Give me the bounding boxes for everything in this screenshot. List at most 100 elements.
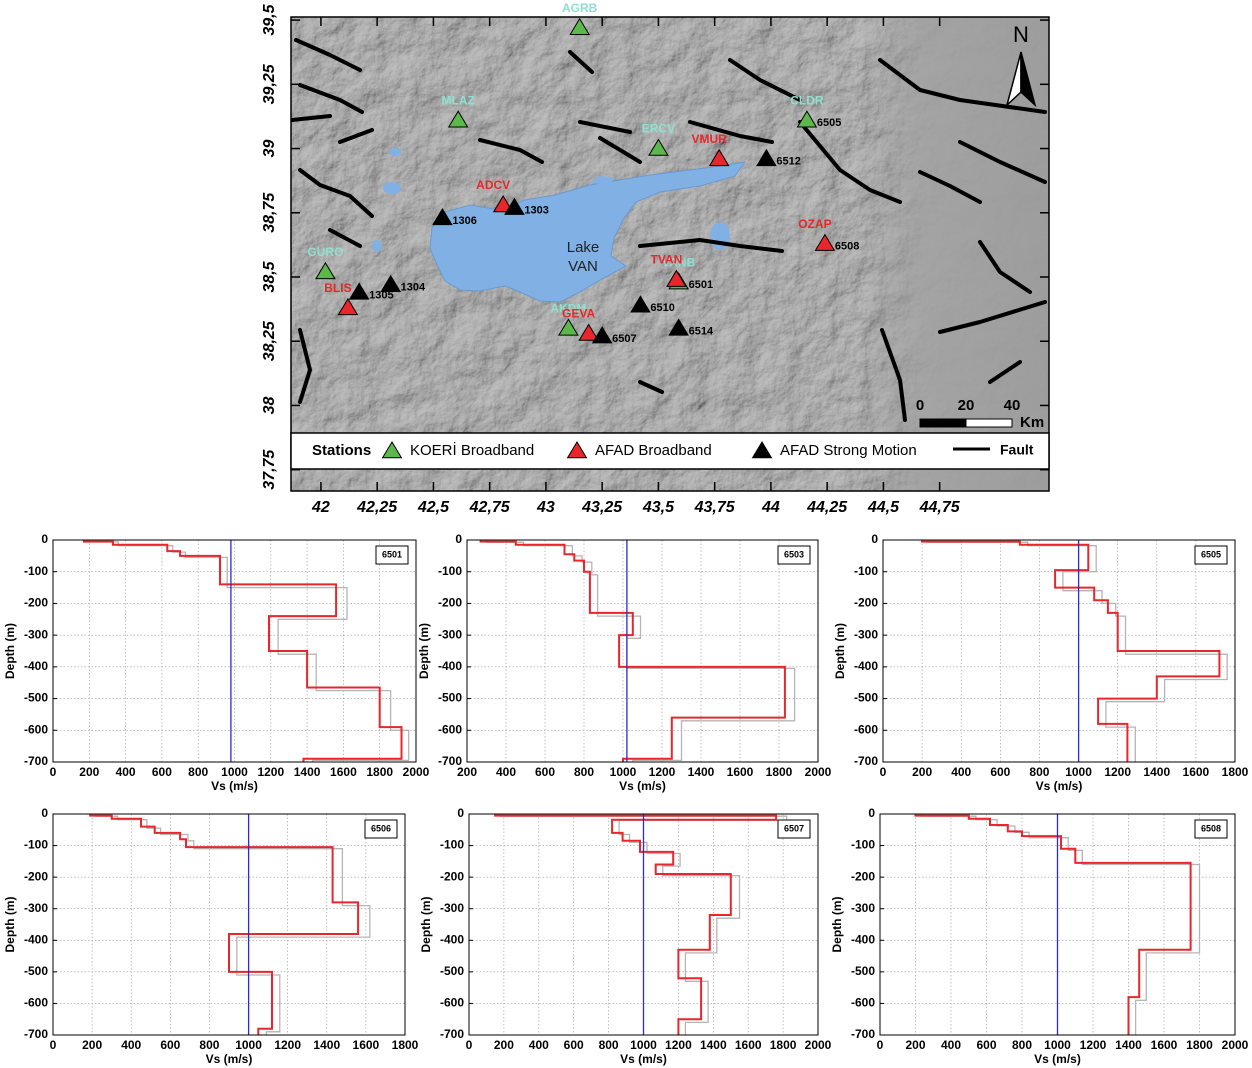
x-tick-label: 1800: [770, 1038, 797, 1052]
x-tick-label: 1000: [235, 1038, 262, 1052]
x-tick-label: 800: [1029, 765, 1049, 779]
station-name: TVAN: [651, 253, 683, 267]
y-tick-label: 0: [868, 806, 875, 820]
x-tick-label: 800: [599, 1038, 619, 1052]
y-tick-label: -100: [440, 838, 464, 852]
y-tick-label: -200: [438, 596, 462, 610]
legend-title: Stations: [312, 442, 371, 459]
station-code: 1303: [524, 205, 548, 217]
y-tick-label: -700: [440, 1027, 464, 1041]
station-code: 6501: [689, 279, 713, 291]
y-tick-label: -200: [851, 869, 875, 883]
station-code: 1305: [369, 289, 393, 301]
x-tick-label: 1000: [630, 1038, 657, 1052]
x-tick-label: 43,25: [581, 499, 623, 516]
y-axis-label: Depth (m): [419, 897, 433, 953]
x-tick-label: 1000: [1044, 1038, 1071, 1052]
x-axis-label: Vs (m/s): [620, 1052, 667, 1066]
y-tick-label: -300: [854, 627, 878, 641]
y-tick-label: -200: [440, 869, 464, 883]
x-tick-label: 1400: [1115, 1038, 1142, 1052]
y-tick-label: -600: [24, 722, 48, 736]
x-tick-label: 1200: [274, 1038, 301, 1052]
lake: [389, 148, 401, 156]
scale-segment: [920, 419, 966, 427]
x-tick-label: 1000: [221, 765, 248, 779]
y-tick-label: -700: [851, 1027, 875, 1041]
y-axis-label: Depth (m): [417, 623, 431, 679]
legend-label: AFAD Strong Motion: [780, 442, 917, 459]
x-tick-label: 600: [535, 765, 555, 779]
y-tick-label: -300: [851, 901, 875, 915]
x-tick-label: 400: [496, 765, 516, 779]
x-tick-label: 1000: [610, 765, 637, 779]
x-tick-label: 1800: [392, 1038, 419, 1052]
y-tick-label: -500: [440, 964, 464, 978]
station-code: 6505: [817, 117, 841, 129]
scale-segment: [966, 419, 1012, 427]
x-tick-label: 600: [152, 765, 172, 779]
x-tick-label: 200: [912, 765, 932, 779]
x-axis-label: Vs (m/s): [211, 779, 258, 793]
station-name: GEVA: [562, 307, 595, 321]
station-name: MLAZ: [442, 93, 475, 107]
lake: [383, 182, 401, 194]
y-tick-label: -700: [24, 754, 48, 768]
x-tick-label: 42,75: [469, 499, 511, 516]
x-tick-label: 1200: [1104, 765, 1131, 779]
y-tick-label: 39,25: [261, 63, 278, 104]
legend-label: AFAD Broadband: [595, 442, 712, 459]
station-name: ERCV: [642, 122, 675, 136]
y-tick-label: -300: [438, 627, 462, 641]
x-tick-label: 400: [121, 1038, 141, 1052]
x-tick-label: 44,75: [919, 499, 961, 516]
y-tick-label: -100: [438, 564, 462, 578]
x-axis-label: Vs (m/s): [1034, 1052, 1081, 1066]
y-tick-label: 0: [455, 532, 462, 546]
station-code: 1304: [401, 282, 426, 294]
station-code: 6514: [689, 325, 714, 337]
x-tick-label: 2000: [1222, 1038, 1249, 1052]
lake: [372, 240, 382, 252]
scale-label: 20: [958, 397, 975, 414]
station-code: 6508: [835, 241, 859, 253]
y-tick-label: 38: [261, 396, 278, 414]
x-tick-label: 1400: [688, 765, 715, 779]
y-tick-label: 38,75: [261, 192, 278, 233]
y-tick-label: 37,75: [261, 449, 278, 490]
scale-label: 40: [1004, 397, 1021, 414]
x-tick-label: 1200: [257, 765, 284, 779]
x-tick-label: 1000: [1065, 765, 1092, 779]
x-tick-label: 44,25: [806, 499, 848, 516]
y-tick-label: -400: [24, 932, 48, 946]
x-tick-label: 800: [574, 765, 594, 779]
x-tick-label: 2000: [805, 765, 832, 779]
y-tick-label: -500: [438, 691, 462, 705]
x-tick-label: 400: [529, 1038, 549, 1052]
x-axis-label: Vs (m/s): [1036, 779, 1083, 793]
x-tick-label: 1800: [366, 765, 393, 779]
x-tick-label: 400: [951, 765, 971, 779]
y-tick-label: -500: [851, 964, 875, 978]
chart-title: 6503: [784, 549, 804, 559]
x-tick-label: 400: [116, 765, 136, 779]
station-name: GURO: [307, 245, 343, 259]
chart-title: 6508: [1201, 823, 1221, 833]
chart-title: 6507: [784, 823, 804, 833]
x-tick-label: 800: [188, 765, 208, 779]
x-tick-label: 600: [160, 1038, 180, 1052]
x-tick-label: 44,5: [867, 499, 900, 516]
legend-label: KOERİ Broadband: [410, 441, 534, 459]
station-code: 6510: [650, 302, 674, 314]
y-tick-label: 38,5: [261, 260, 278, 292]
legend-label: Fault: [1000, 442, 1034, 458]
x-tick-label: 1800: [766, 765, 793, 779]
x-tick-label: 43,75: [694, 499, 736, 516]
y-tick-label: -300: [440, 901, 464, 915]
station-name: ADCV: [476, 178, 510, 192]
scale-label: 0: [916, 397, 924, 414]
y-axis-label: Depth (m): [3, 897, 17, 953]
x-tick-label: 1400: [294, 765, 321, 779]
x-tick-label: 200: [79, 765, 99, 779]
station-code: 6512: [776, 156, 800, 168]
